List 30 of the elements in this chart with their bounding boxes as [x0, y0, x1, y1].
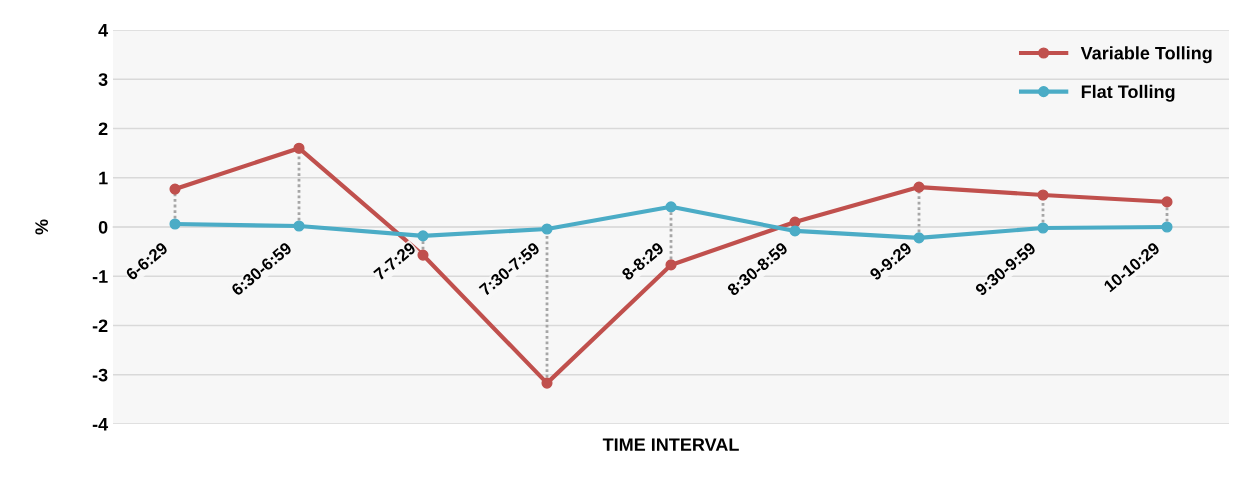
point: [541, 377, 553, 389]
legend-label: Variable Tolling: [1080, 46, 1212, 64]
y-tick-label: 1: [99, 171, 108, 185]
point: [169, 183, 181, 195]
point: [169, 218, 181, 230]
point: [293, 220, 305, 232]
point: [913, 232, 925, 244]
point: [1161, 221, 1173, 233]
y-tick-label: 2: [98, 122, 108, 136]
y-tick-label: 4: [98, 24, 109, 37]
y-tick-label: -2: [92, 319, 108, 333]
point: [1037, 189, 1049, 201]
point: [1037, 222, 1049, 234]
point: [665, 201, 677, 213]
y-tick-label: -1: [92, 270, 108, 283]
x-axis-title: TIME INTERVAL: [602, 438, 739, 451]
y-tick-label: -4: [92, 418, 109, 431]
point: [417, 230, 429, 242]
point: [789, 225, 801, 237]
legend-label: Flat Tolling: [1081, 84, 1175, 102]
y-tick-label: -3: [92, 368, 108, 382]
point: [913, 181, 925, 193]
y-tick-label: 0: [98, 220, 108, 234]
y-axis-title: %: [35, 219, 49, 235]
y-tick-label: 3: [98, 73, 108, 86]
point: [1161, 196, 1173, 208]
point: [293, 142, 305, 154]
point: [541, 223, 553, 235]
point: [417, 249, 429, 261]
point: [665, 259, 677, 271]
